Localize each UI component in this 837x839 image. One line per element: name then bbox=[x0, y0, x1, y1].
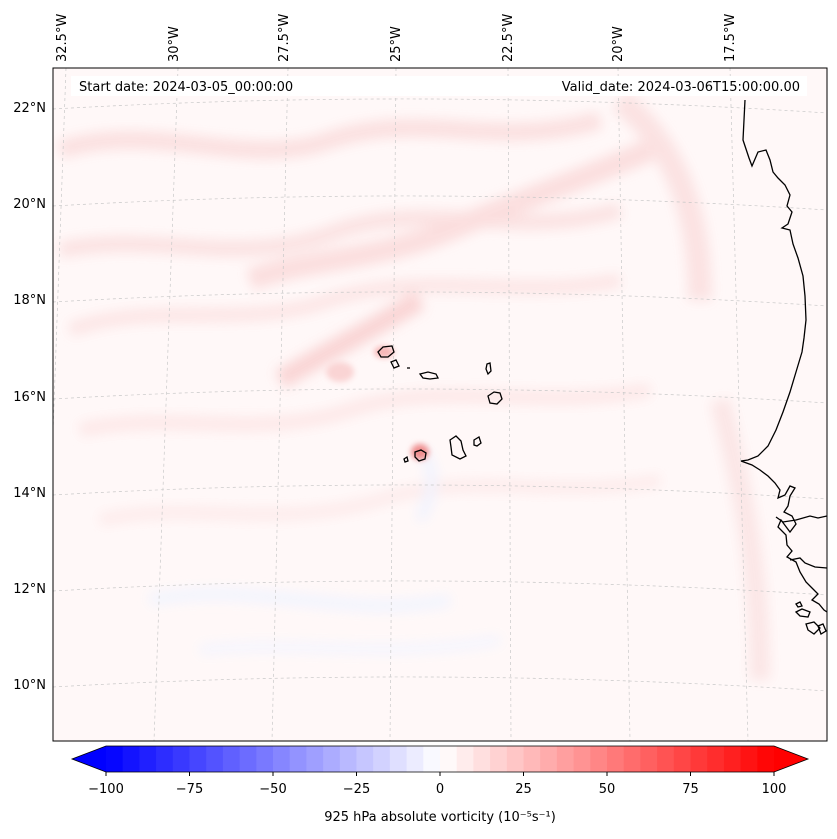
colorbar-segment bbox=[723, 746, 742, 772]
colorbar-segment bbox=[707, 746, 725, 772]
colorbar-segment bbox=[172, 746, 191, 772]
colorbar-segment bbox=[573, 746, 591, 772]
colorbar-segment bbox=[406, 746, 424, 772]
colorbar-tick-label: 25 bbox=[515, 782, 532, 797]
latitude-labels: 22°N 20°N 18°N 16°N 14°N 12°N 10°N bbox=[13, 101, 46, 693]
colorbar-tick-label: −75 bbox=[176, 782, 203, 797]
colorbar-segment bbox=[423, 746, 441, 772]
colorbar-segment bbox=[323, 746, 341, 772]
lat-label-14n: 14°N bbox=[13, 486, 46, 501]
colorbar-segment bbox=[289, 746, 307, 772]
colorbar-segment bbox=[673, 746, 692, 772]
colorbar-segment bbox=[273, 746, 291, 772]
colorbar-ticks: −100 −75 −50 −25 0 25 50 75 100 bbox=[88, 772, 786, 797]
cape-verde-islands bbox=[377, 345, 503, 463]
colorbar-segment bbox=[389, 746, 408, 772]
colorbar-extend-max bbox=[774, 746, 808, 772]
west-africa-coastline bbox=[740, 99, 827, 635]
lon-label-27-5w: 27.5°W bbox=[277, 14, 292, 62]
valid-date-label: Valid_date: 2024-03-06T15:00:00.00 bbox=[562, 80, 800, 95]
colorbar-segment bbox=[473, 746, 491, 772]
vorticity-field bbox=[57, 90, 770, 681]
colorbar: −100 −75 −50 −25 0 25 50 75 100 925 hPa … bbox=[70, 745, 810, 825]
colorbar-segment bbox=[506, 746, 525, 772]
colorbar-segment bbox=[556, 746, 575, 772]
colorbar-segment bbox=[657, 746, 675, 772]
colorbar-tick-label: 50 bbox=[599, 782, 616, 797]
colorbar-segment bbox=[607, 746, 625, 772]
lat-label-16n: 16°N bbox=[13, 390, 46, 405]
date-banner bbox=[71, 76, 807, 96]
colorbar-segment bbox=[306, 746, 324, 772]
colorbar-segment bbox=[122, 746, 140, 772]
lat-label-22n: 22°N bbox=[13, 101, 46, 116]
colorbar-segment bbox=[373, 746, 391, 772]
lon-label-25w: 25°W bbox=[389, 26, 404, 62]
colorbar-tick-label: 75 bbox=[682, 782, 699, 797]
colorbar-segment bbox=[690, 746, 708, 772]
lat-label-18n: 18°N bbox=[13, 293, 46, 308]
longitude-labels: 32.5°W 30°W 27.5°W 25°W 22.5°W 20°W 17.5… bbox=[55, 14, 738, 62]
colorbar-segment bbox=[757, 746, 775, 772]
colorbar-segment bbox=[239, 746, 257, 772]
lon-label-30w: 30°W bbox=[167, 26, 182, 62]
colorbar-tick-label: 0 bbox=[436, 782, 444, 797]
colorbar-segment bbox=[256, 746, 274, 772]
colorbar-tick-label: −100 bbox=[88, 782, 124, 797]
colorbar-segment bbox=[189, 746, 207, 772]
lat-label-20n: 20°N bbox=[13, 197, 46, 212]
colorbar-segments bbox=[72, 746, 808, 772]
colorbar-segment bbox=[490, 746, 508, 772]
colorbar-label: 925 hPa absolute vorticity (10⁻⁵s⁻¹) bbox=[324, 810, 556, 825]
colorbar-segment bbox=[440, 746, 458, 772]
lat-label-10n: 10°N bbox=[13, 678, 46, 693]
lon-label-20w: 20°W bbox=[611, 26, 626, 62]
colorbar-segment bbox=[456, 746, 474, 772]
colorbar-segment bbox=[640, 746, 658, 772]
map-background bbox=[53, 68, 827, 741]
map-panel: Start date: 2024-03-05_00:00:00 Valid_da… bbox=[52, 67, 828, 742]
colorbar-segment bbox=[206, 746, 224, 772]
colorbar-segment bbox=[623, 746, 641, 772]
colorbar-tick-label: 100 bbox=[762, 782, 787, 797]
lon-label-22-5w: 22.5°W bbox=[501, 14, 516, 62]
colorbar-extend-min bbox=[72, 746, 106, 772]
colorbar-segment bbox=[156, 746, 174, 772]
colorbar-segment bbox=[540, 746, 558, 772]
start-date-label: Start date: 2024-03-05_00:00:00 bbox=[79, 80, 293, 95]
lon-label-17-5w: 17.5°W bbox=[723, 14, 738, 62]
colorbar-segment bbox=[523, 746, 541, 772]
colorbar-tick-label: −50 bbox=[259, 782, 286, 797]
colorbar-segment bbox=[222, 746, 241, 772]
gridlines bbox=[53, 68, 827, 741]
colorbar-segment bbox=[106, 746, 124, 772]
colorbar-segment bbox=[740, 746, 758, 772]
colorbar-segment bbox=[356, 746, 374, 772]
map-frame bbox=[52, 67, 828, 742]
colorbar-segment bbox=[139, 746, 157, 772]
colorbar-segment bbox=[590, 746, 608, 772]
colorbar-segment bbox=[339, 746, 358, 772]
lat-label-12n: 12°N bbox=[13, 582, 46, 597]
colorbar-tick-label: −25 bbox=[343, 782, 370, 797]
lon-label-32-5w: 32.5°W bbox=[55, 14, 70, 62]
vorticity-maxima bbox=[326, 346, 429, 460]
